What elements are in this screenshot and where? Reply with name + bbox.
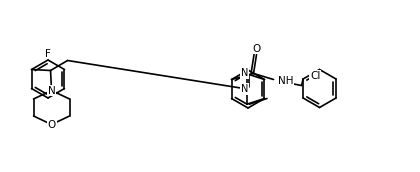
Text: O: O [47,120,56,130]
Text: N: N [48,85,55,95]
Text: F: F [45,49,51,58]
Text: Cl: Cl [310,71,320,81]
Text: N: N [241,68,249,78]
Text: N: N [241,84,249,94]
Text: NH: NH [278,76,293,85]
Text: O: O [252,44,261,53]
